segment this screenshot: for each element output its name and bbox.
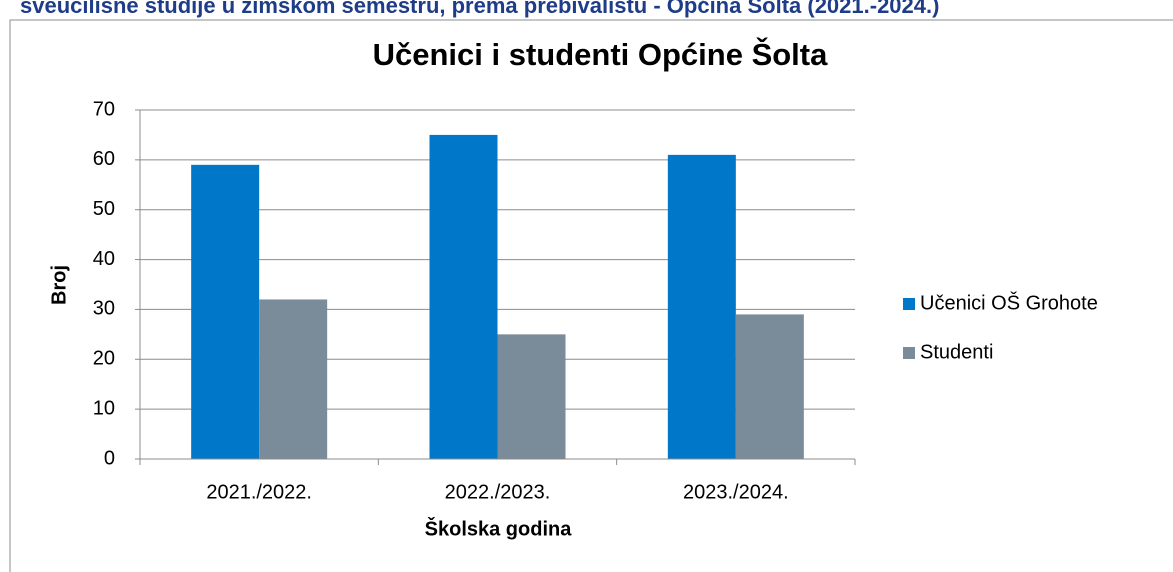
y-tick-label: 60 bbox=[93, 148, 115, 170]
y-tick-label: 20 bbox=[93, 348, 115, 370]
bar bbox=[191, 164, 260, 460]
y-tick-label: 0 bbox=[104, 447, 115, 469]
chart-title: Učenici i studenti Općine Šolta bbox=[373, 36, 829, 72]
y-tick-label: 40 bbox=[93, 248, 115, 270]
bar bbox=[735, 314, 804, 459]
x-tick-label: 2022./2023. bbox=[445, 481, 551, 503]
x-tick-label: 2023./2024. bbox=[683, 481, 789, 503]
page-heading: sveučilišne studije u zimskom semestru, … bbox=[20, 0, 939, 18]
legend-swatch bbox=[903, 347, 915, 359]
bar bbox=[497, 334, 566, 459]
y-tick-label: 50 bbox=[93, 198, 115, 220]
legend-label: Učenici OŠ Grohote bbox=[920, 291, 1098, 314]
y-tick-label: 70 bbox=[93, 98, 115, 120]
bar bbox=[429, 134, 498, 459]
y-tick-label: 10 bbox=[93, 397, 115, 419]
legend-label: Studenti bbox=[920, 341, 993, 363]
x-tick-label: 2021./2022. bbox=[206, 481, 312, 503]
bar bbox=[667, 154, 736, 459]
bar bbox=[259, 299, 328, 459]
y-axis-label: Broj bbox=[48, 265, 70, 305]
legend-swatch bbox=[903, 298, 915, 310]
y-tick-label: 30 bbox=[93, 298, 115, 320]
x-axis-label: Školska godina bbox=[425, 516, 573, 540]
